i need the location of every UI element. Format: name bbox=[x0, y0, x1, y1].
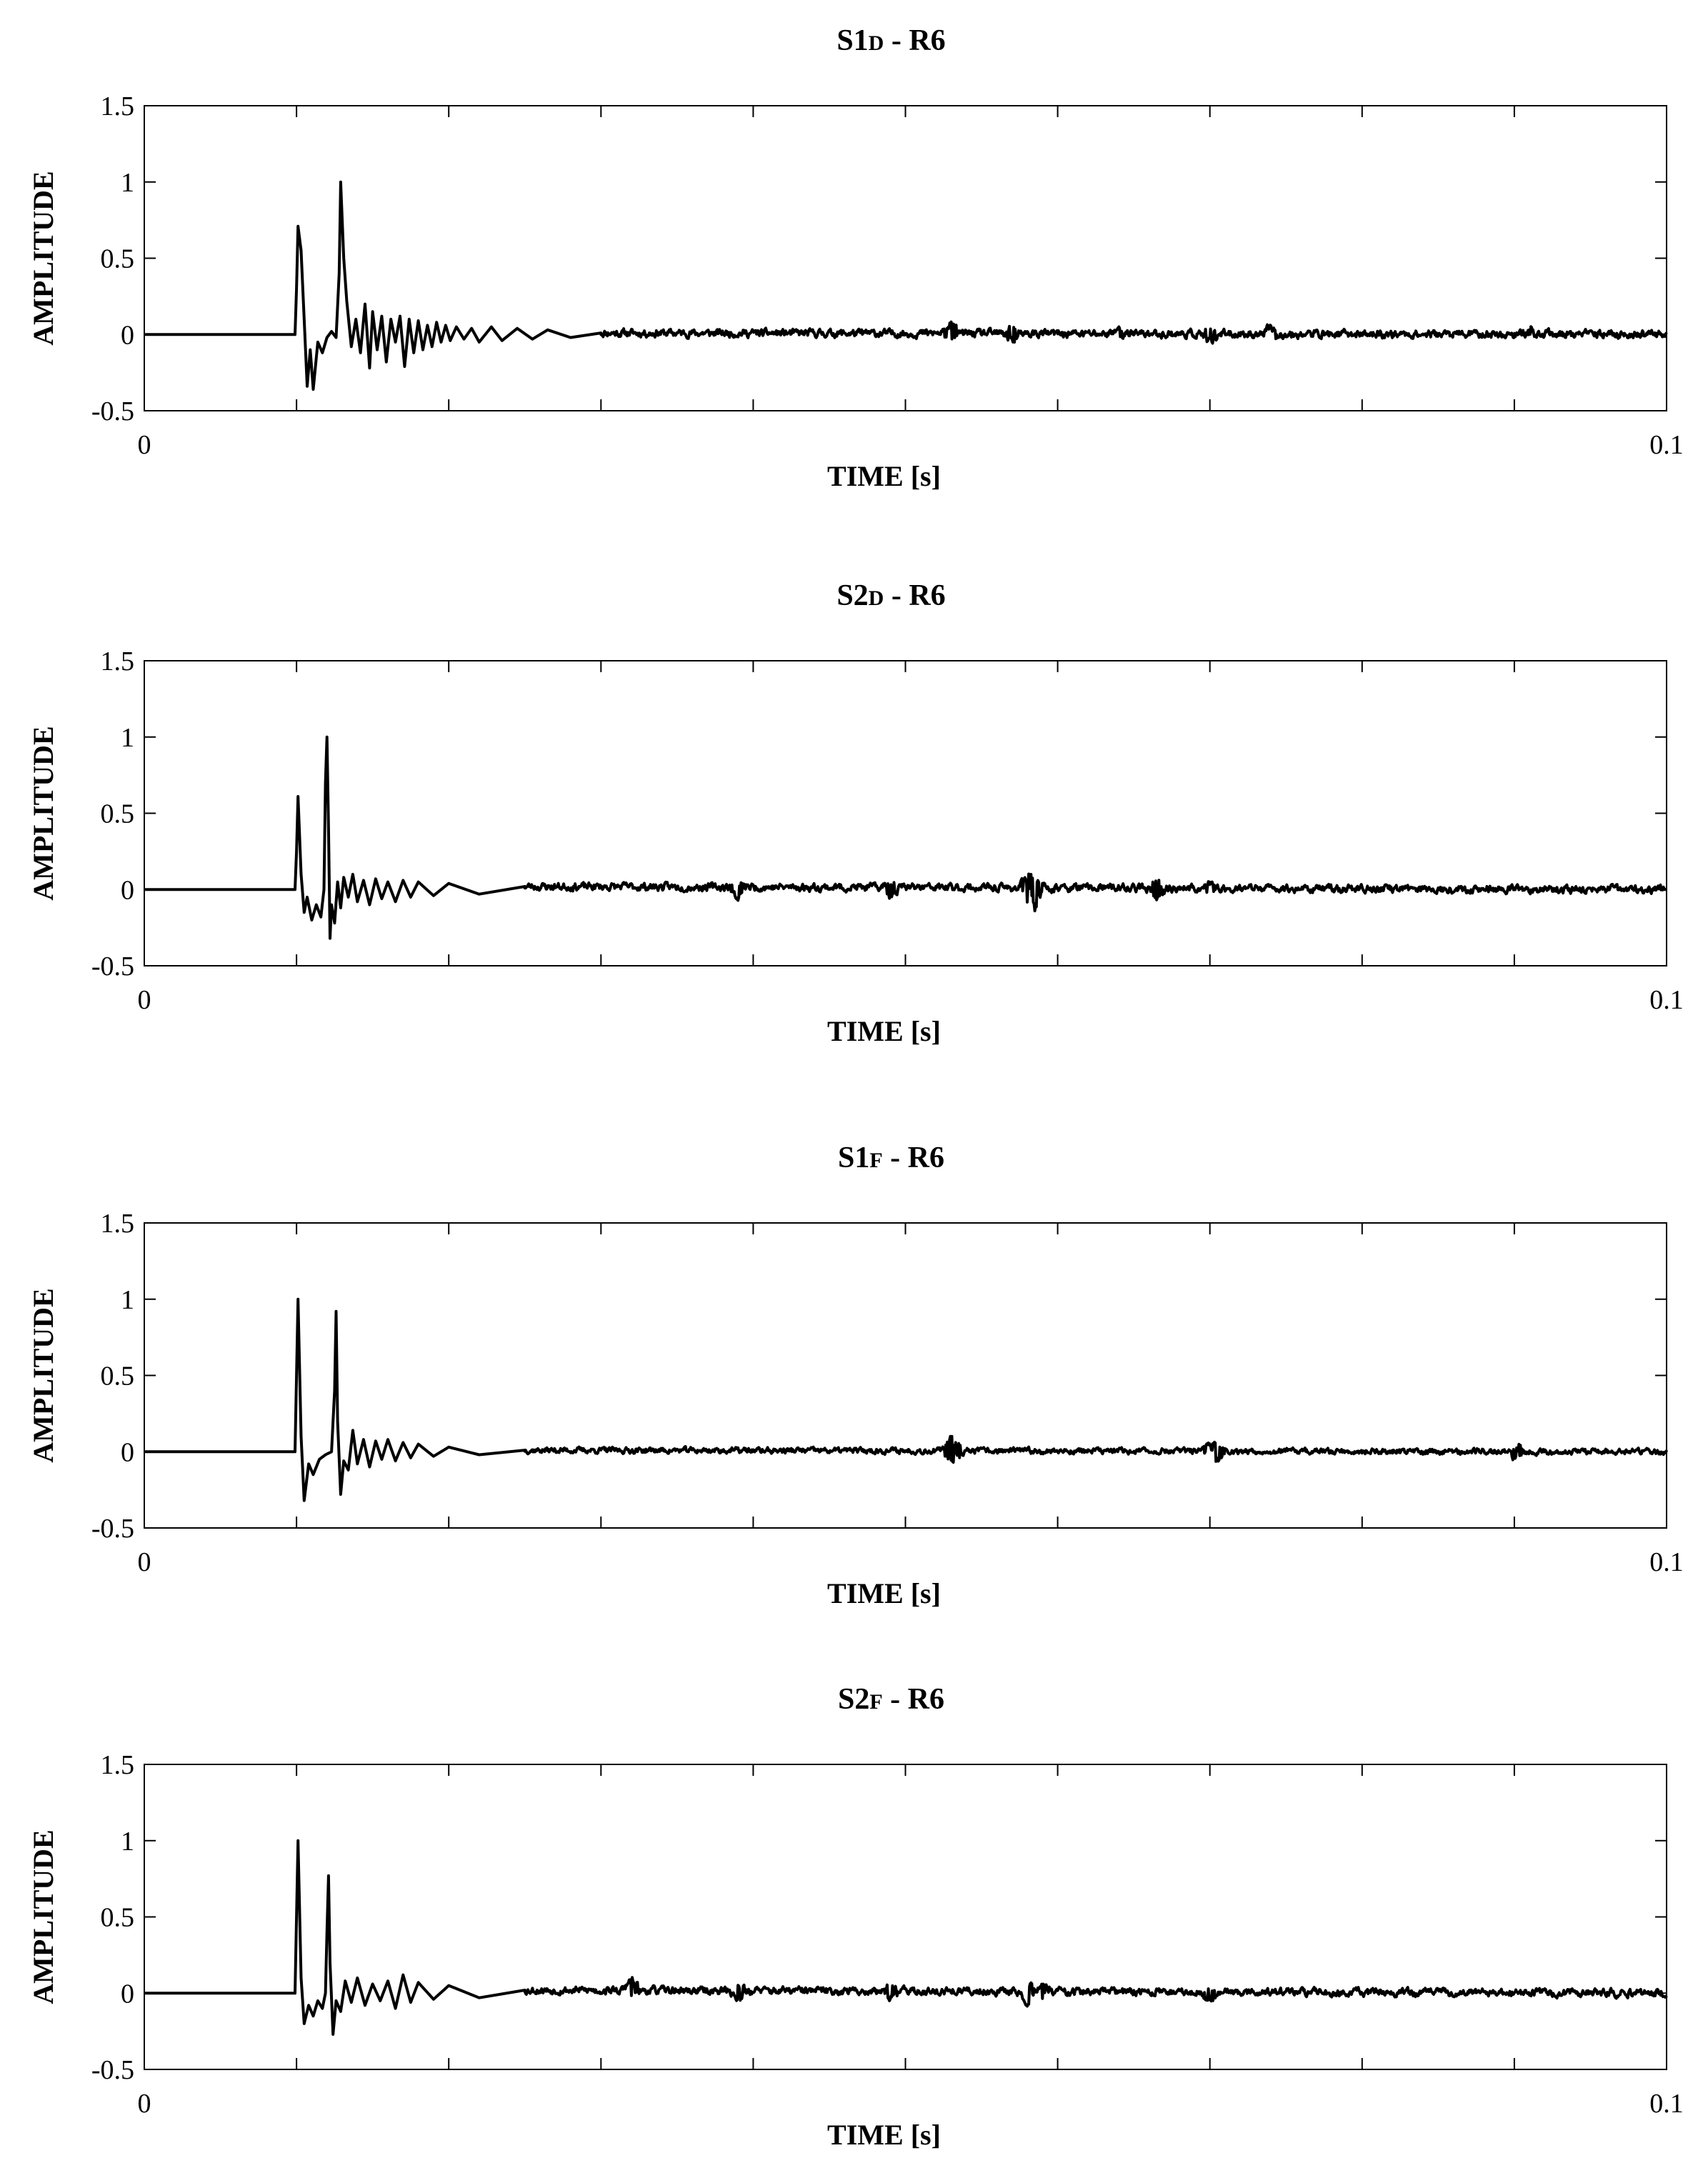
y-tick-label: -0.5 bbox=[91, 1514, 134, 1544]
chart-title-sub: D bbox=[869, 31, 884, 55]
series-line bbox=[144, 735, 1668, 940]
series-line bbox=[144, 1839, 1668, 2036]
chart-title-sub: D bbox=[869, 586, 884, 610]
x-tick-label: 0 bbox=[138, 1547, 151, 1577]
y-tick-label: 0 bbox=[121, 875, 134, 905]
y-tick-label: 0 bbox=[121, 1437, 134, 1467]
plot-frame bbox=[144, 660, 1667, 966]
chart-title-suffix: - R6 bbox=[883, 1683, 944, 1716]
plot-frame bbox=[144, 1222, 1667, 1529]
chart-title: S2F - R6 bbox=[838, 1683, 944, 1716]
plot-frame bbox=[144, 1764, 1667, 2070]
chart-title-main: S2 bbox=[836, 579, 868, 612]
y-tick-label: 1.5 bbox=[101, 91, 135, 121]
chart-title-sub: F bbox=[869, 1149, 882, 1172]
y-tick-label: 0.5 bbox=[101, 1903, 135, 1933]
y-tick-label: -0.5 bbox=[91, 396, 134, 426]
x-axis-label: TIME [s] bbox=[827, 1577, 941, 1609]
y-tick-label: 0.5 bbox=[101, 244, 135, 274]
x-tick-label: 0 bbox=[138, 430, 151, 460]
x-axis-label: TIME [s] bbox=[827, 2119, 941, 2151]
plot-frame bbox=[144, 105, 1667, 411]
chart-title-suffix: - R6 bbox=[884, 24, 945, 57]
chart-title-main: S1 bbox=[836, 24, 868, 57]
x-axis-label: TIME [s] bbox=[827, 460, 941, 492]
y-axis-label: AMPLITUDE bbox=[27, 1288, 59, 1462]
y-tick-label: 0 bbox=[121, 320, 134, 350]
chart-title: S1F - R6 bbox=[838, 1142, 944, 1174]
y-axis-label: AMPLITUDE bbox=[27, 726, 59, 900]
chart-title-main: S1 bbox=[838, 1142, 869, 1174]
y-tick-label: 1 bbox=[121, 168, 134, 198]
y-tick-label: 0.5 bbox=[101, 1362, 135, 1392]
chart-title-sub: F bbox=[869, 1690, 882, 1714]
y-tick-label: 1.5 bbox=[101, 1750, 135, 1780]
y-tick-label: 0 bbox=[121, 1979, 134, 2009]
x-axis-label: TIME [s] bbox=[827, 1015, 941, 1047]
x-tick-label: 0.1 bbox=[1649, 985, 1684, 1015]
y-tick-label: -0.5 bbox=[91, 2055, 134, 2085]
chart-title-suffix: - R6 bbox=[884, 579, 945, 612]
x-tick-label: 0.1 bbox=[1649, 2089, 1684, 2119]
chart-title-main: S2 bbox=[838, 1683, 869, 1716]
x-tick-label: 0 bbox=[138, 985, 151, 1015]
chart-title: S2D - R6 bbox=[836, 579, 945, 612]
x-tick-label: 0.1 bbox=[1649, 1547, 1684, 1577]
y-tick-label: 1 bbox=[121, 723, 134, 753]
x-tick-label: 0 bbox=[138, 2089, 151, 2119]
series-line bbox=[144, 180, 1668, 391]
y-tick-label: 1 bbox=[121, 1827, 134, 1857]
y-tick-label: -0.5 bbox=[91, 951, 134, 981]
y-tick-label: 1.5 bbox=[101, 1209, 135, 1239]
chart-title-suffix: - R6 bbox=[883, 1142, 944, 1174]
y-tick-label: 1 bbox=[121, 1285, 134, 1315]
x-tick-label: 0.1 bbox=[1649, 430, 1684, 460]
y-tick-label: 0.5 bbox=[101, 799, 135, 829]
y-axis-label: AMPLITUDE bbox=[27, 171, 59, 345]
y-tick-label: 1.5 bbox=[101, 646, 135, 676]
chart-title: S1D - R6 bbox=[836, 24, 945, 57]
y-axis-label: AMPLITUDE bbox=[27, 1829, 59, 2004]
series-line bbox=[144, 1297, 1668, 1502]
